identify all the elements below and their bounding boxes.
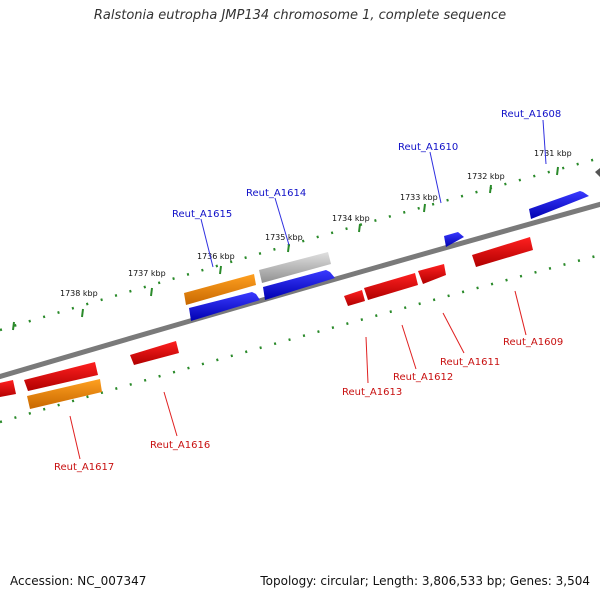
leader-lines-top: [200, 119, 547, 268]
gene-label-reut-a1608[interactable]: Reut_A1608: [501, 109, 561, 120]
gene-arrow-gray[interactable]: [259, 252, 331, 283]
major-ticks: [12, 166, 559, 331]
gene-arrow-reut-a1617[interactable]: [27, 379, 102, 409]
summary-text: Topology: circular; Length: 3,806,533 bp…: [260, 574, 590, 588]
gene-arrow-reut-a1608[interactable]: [529, 191, 589, 219]
gene-arrow-reut-a1615[interactable]: [189, 292, 260, 321]
tick-label: 1733 kbp: [400, 193, 438, 202]
gene-arrow-reut-a1614[interactable]: [263, 270, 335, 300]
gene-arrow-reut-a1610[interactable]: [444, 232, 464, 247]
gene-arrow-reut-a1612[interactable]: [364, 273, 418, 300]
tick-label: 1732 kbp: [467, 172, 505, 181]
gene-label-reut-a1615[interactable]: Reut_A1615: [172, 209, 232, 220]
gene-arrow-red-left[interactable]: [24, 362, 98, 391]
gene-label-reut-a1614[interactable]: Reut_A1614: [246, 188, 306, 199]
gene-arrow-reut-a1611[interactable]: [418, 264, 446, 284]
gene-label-reut-a1610[interactable]: Reut_A1610: [398, 142, 458, 153]
gene-arrow-orange[interactable]: [184, 274, 256, 305]
tick-label: 1737 kbp: [128, 269, 166, 278]
tick-label: 1738 kbp: [60, 289, 98, 298]
tick-label: 1736 kbp: [197, 252, 235, 261]
gene-label-reut-a1616[interactable]: Reut_A1616: [150, 440, 210, 451]
tick-label: 1731 kbp: [534, 149, 572, 158]
gene-arrow-red-edge[interactable]: [0, 380, 16, 398]
gene-label-reut-a1611[interactable]: Reut_A1611: [440, 357, 500, 368]
accession-text: Accession: NC_007347: [10, 574, 147, 588]
gene-arrow-reut-a1616[interactable]: [130, 341, 179, 365]
gene-label-reut-a1613[interactable]: Reut_A1613: [342, 387, 402, 398]
tick-label: 1734 kbp: [332, 214, 370, 223]
tick-label: 1735 kbp: [265, 233, 303, 242]
gene-label-reut-a1612[interactable]: Reut_A1612: [393, 372, 453, 383]
leader-lines-bottom: [69, 290, 527, 460]
chromosome-backbone: [0, 201, 600, 380]
gene-label-reut-a1609[interactable]: Reut_A1609: [503, 337, 563, 348]
gene-arrow-reut-a1613[interactable]: [344, 290, 365, 306]
gene-label-reut-a1617[interactable]: Reut_A1617: [54, 462, 114, 473]
gene-arrow-reut-a1609[interactable]: [472, 237, 533, 267]
gene-arrow-gray-edge[interactable]: [595, 164, 600, 182]
map-title: Ralstonia eutropha JMP134 chromosome 1, …: [93, 8, 507, 23]
